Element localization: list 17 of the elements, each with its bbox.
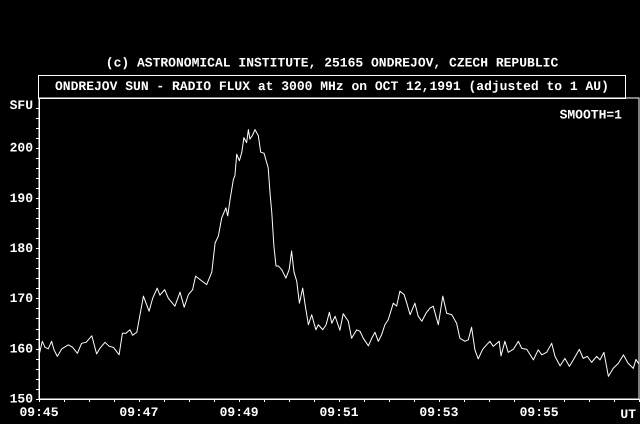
y-tick-label: 180 xyxy=(10,241,34,256)
y-tick-label: 190 xyxy=(10,190,34,206)
x-tick-label: 09:49 xyxy=(220,405,259,420)
x-tick-label: 09:55 xyxy=(520,405,559,420)
y-tick-label: 150 xyxy=(10,392,34,406)
x-tick-label: 09:47 xyxy=(119,405,158,420)
x-axis-title: UT xyxy=(620,407,636,422)
text: (c) ASTRONOMICAL INSTITUTE, 25165 ONDREJOV, CZECH REPUBLIC xyxy=(106,56,558,70)
y-tick-label: 160 xyxy=(10,341,34,356)
x-tick-label: 09:53 xyxy=(419,405,459,420)
y-tick-label: 200 xyxy=(10,140,34,156)
y-axis-title: SFU xyxy=(10,98,33,113)
x-tick-label: 09:45 xyxy=(19,405,59,420)
chart-title: ONDREJOV SUN - RADIO FLUX at 3000 MHz on OCT 12,1991 (adjusted to 1 AU) xyxy=(55,79,609,94)
y-tick-label: 170 xyxy=(10,291,34,306)
annotation: SMOOTH=1 xyxy=(560,108,622,122)
x-tick-label: 09:51 xyxy=(319,405,359,420)
